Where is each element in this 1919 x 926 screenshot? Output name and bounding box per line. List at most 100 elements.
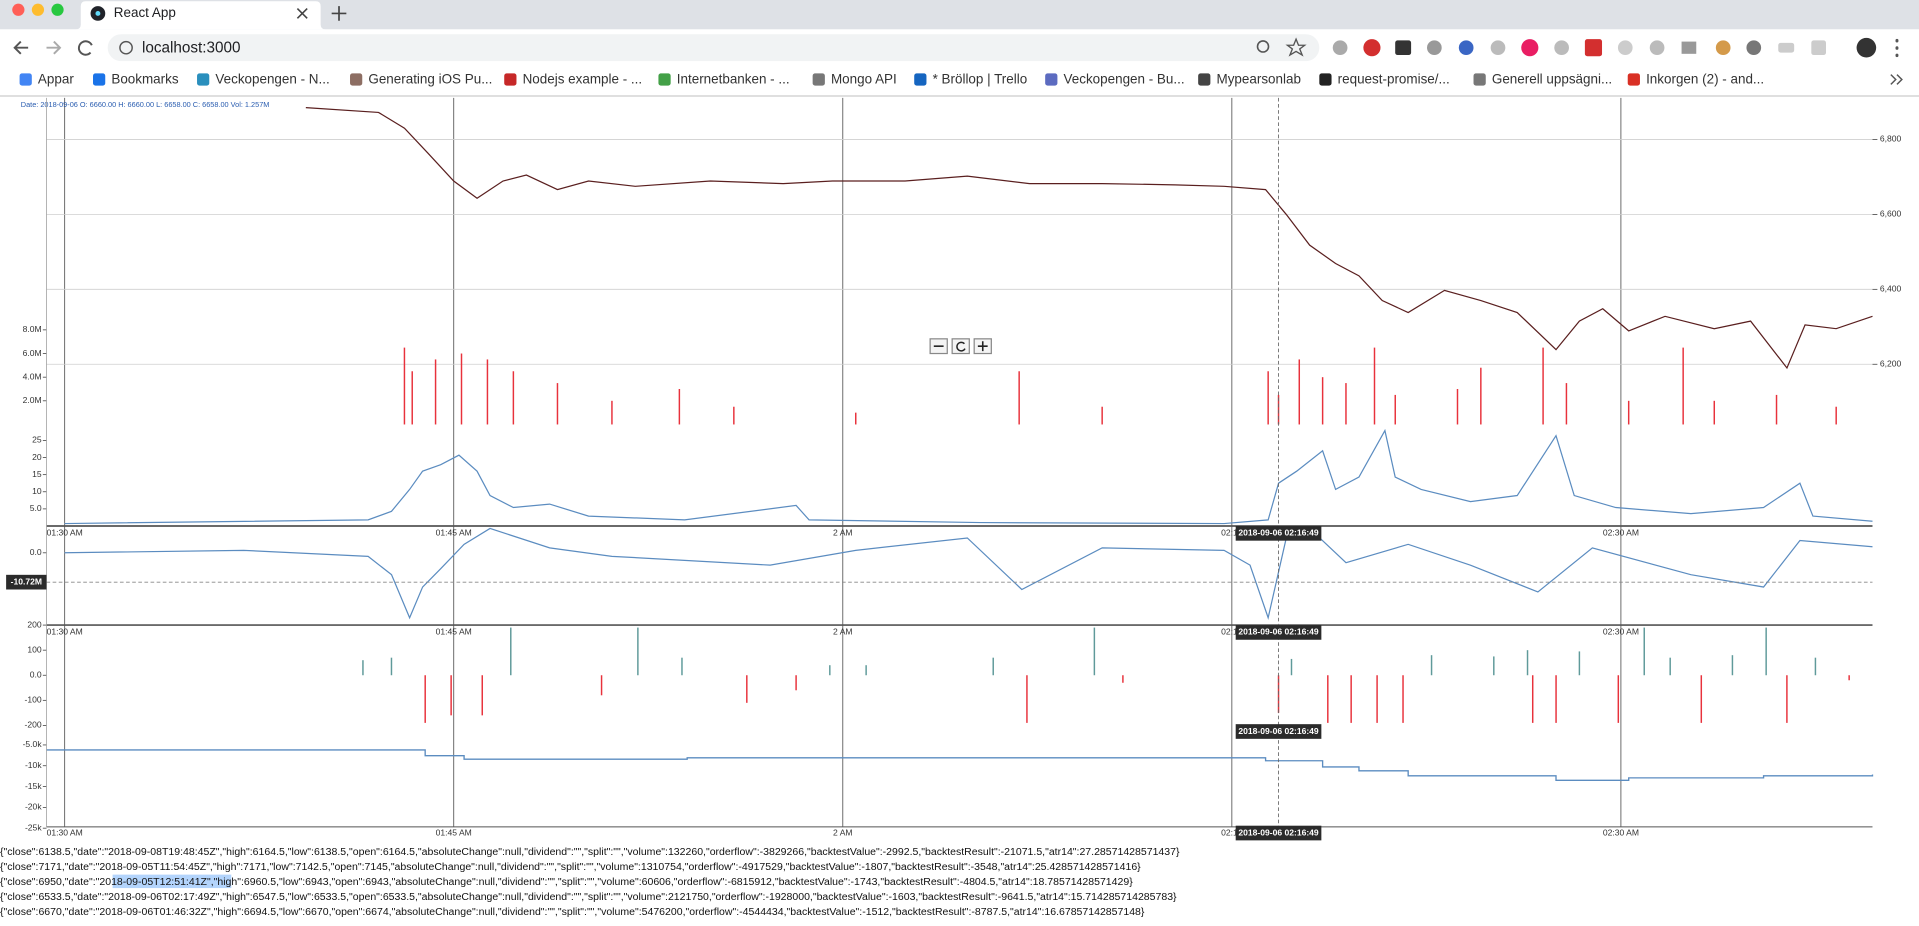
- zoom-icon[interactable]: [1256, 40, 1270, 53]
- bar: [390, 657, 393, 676]
- bar: [1669, 657, 1671, 676]
- bar: [865, 665, 867, 676]
- x-tick-label: 02:30 AM: [1603, 627, 1639, 637]
- y-tick-label: -25k: [25, 822, 42, 832]
- bar: [486, 359, 489, 425]
- bookmark[interactable]: Generell uppsägni...: [1492, 72, 1612, 87]
- extension[interactable]: [1332, 40, 1348, 56]
- y-tick-label: 15: [32, 469, 42, 479]
- bookmark-icon: [93, 73, 106, 86]
- bar: [434, 359, 437, 425]
- bookmark-icon: [19, 73, 32, 86]
- active-tab[interactable]: [75, 1, 326, 30]
- window-minimize[interactable]: [31, 3, 45, 16]
- y-tick-label: 6,200: [1880, 359, 1902, 369]
- extension[interactable]: [1554, 40, 1569, 56]
- bookmark[interactable]: Veckopengen - N...: [215, 72, 329, 87]
- y-tick-label: 6.0M: [23, 348, 42, 358]
- bookmark-icon: [1045, 73, 1058, 86]
- bar: [1026, 675, 1028, 723]
- extension[interactable]: [1427, 40, 1442, 56]
- new-tab[interactable]: [331, 6, 347, 21]
- extension[interactable]: [1458, 40, 1474, 56]
- bar: [512, 371, 515, 425]
- window-zoom[interactable]: [51, 3, 64, 16]
- y-tick-label: 0.0: [30, 547, 42, 557]
- window-close[interactable]: [12, 3, 25, 16]
- bar: [600, 675, 603, 696]
- x-tick-label: 01:45 AM: [436, 528, 472, 538]
- extension[interactable]: [1681, 41, 1697, 54]
- bar: [1627, 400, 1630, 425]
- bar: [1480, 367, 1482, 425]
- bar: [1122, 675, 1124, 683]
- bookmark[interactable]: Internetbanken - ...: [677, 72, 790, 87]
- zoom-in-icon: [977, 341, 988, 352]
- y-tick-label: 0.0: [30, 670, 42, 680]
- bar: [1617, 675, 1620, 723]
- tooltip: Date: 2018-09-06 O: 6660.00 H: 6660.00 L…: [21, 100, 270, 109]
- bookmarks-bar: [0, 66, 1919, 96]
- bookmark[interactable]: Mypearsonlab: [1217, 72, 1301, 87]
- bar: [510, 627, 512, 676]
- bar: [611, 400, 613, 425]
- y-tick-label: 6,600: [1880, 209, 1902, 219]
- bar: [460, 353, 463, 425]
- bookmark[interactable]: Veckopengen - Bu...: [1064, 72, 1185, 87]
- extension[interactable]: [1715, 40, 1731, 56]
- extension[interactable]: [1811, 40, 1826, 56]
- x-tick-label: 01:45 AM: [436, 627, 472, 637]
- extension[interactable]: [1363, 39, 1381, 57]
- profile-avatar[interactable]: [1856, 37, 1877, 58]
- star-icon[interactable]: [1285, 37, 1307, 57]
- bookmark-icon: [504, 73, 517, 86]
- text-selection: [112, 874, 232, 889]
- log-line: {"close":6950,"date":"2018-09-05T12:51:4…: [0, 876, 1133, 888]
- forward-button[interactable]: [46, 40, 62, 55]
- x-tick-label: 02:15: [1221, 528, 1243, 538]
- bar: [1848, 675, 1850, 681]
- bar: [1578, 651, 1581, 676]
- extension[interactable]: [1617, 40, 1633, 56]
- bookmark[interactable]: * Bröllop | Trello: [933, 72, 1028, 87]
- extension[interactable]: [1649, 40, 1665, 56]
- reload-button[interactable]: [78, 40, 93, 56]
- x-tick-label: 02:30 AM: [1603, 827, 1639, 837]
- y-tick-label: 25: [32, 435, 42, 445]
- extension[interactable]: [1521, 39, 1539, 57]
- bookmark[interactable]: Generating iOS Pu...: [368, 72, 492, 87]
- y-tick-label: 20: [32, 452, 42, 462]
- reset-icon: [956, 341, 966, 352]
- crosshair-date-box: [1235, 825, 1322, 841]
- crosshair-date-box: [1235, 525, 1322, 541]
- y-tick-label: -100: [24, 695, 41, 705]
- bar: [1321, 377, 1324, 425]
- x-tick-label: 2 AM: [833, 627, 852, 637]
- tab-title: React App: [114, 5, 176, 20]
- site-info-icon[interactable]: [119, 40, 133, 55]
- tab-close[interactable]: [296, 8, 308, 19]
- bookmark[interactable]: Inkorgen (2) - and...: [1646, 72, 1764, 87]
- bar: [733, 406, 735, 425]
- extension[interactable]: [1584, 39, 1603, 57]
- back-button[interactable]: [13, 40, 29, 55]
- bookmark[interactable]: Appar: [38, 72, 74, 87]
- tab-favicon-core: [95, 11, 101, 16]
- omnibox[interactable]: [107, 34, 1320, 62]
- x-tick-label: 01:45 AM: [436, 827, 472, 837]
- extension[interactable]: [1395, 40, 1412, 56]
- y-tick-label: 10: [32, 486, 42, 496]
- extension[interactable]: [1490, 40, 1506, 56]
- bookmark[interactable]: Mongo API: [831, 72, 897, 87]
- bookmark[interactable]: request-promise/...: [1338, 72, 1450, 87]
- y-tick-label: 2.0M: [23, 395, 42, 405]
- bookmark[interactable]: Bookmarks: [111, 72, 179, 87]
- extension[interactable]: [1778, 42, 1795, 53]
- x-tick-label: 2 AM: [833, 827, 852, 837]
- extension[interactable]: [1746, 40, 1762, 56]
- crosshair-date-box: [1235, 625, 1322, 640]
- x-tick-label: 02:15: [1221, 827, 1243, 837]
- bar: [1402, 675, 1404, 723]
- more-bookmarks[interactable]: [1890, 74, 1903, 85]
- bookmark[interactable]: Nodejs example - ...: [523, 72, 643, 87]
